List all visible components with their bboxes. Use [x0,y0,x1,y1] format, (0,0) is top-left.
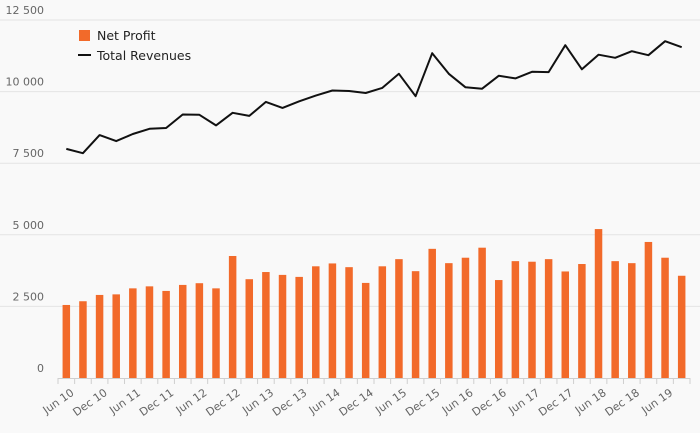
net-profit-bar [178,284,187,378]
legend-swatch-net-profit [79,30,90,41]
net-profit-bar [478,247,486,378]
net-profit-bar [162,290,170,378]
net-profit-bar [511,261,520,378]
net-profit-bar [628,263,636,378]
x-tick-label: Dec 17 [536,386,575,419]
x-tick-label: Dec 18 [603,386,642,419]
net-profit-bar [428,248,436,378]
x-tick-label: Jun 17 [505,386,542,417]
x-tick-label: Jun 19 [638,386,675,417]
net-profit-bar [461,257,470,378]
net-profit-bar [228,255,237,378]
y-tick-label: 12 500 [6,4,45,17]
net-profit-bar [328,263,337,378]
net-profit-bar [312,266,320,378]
net-profit-bar [112,294,120,378]
x-tick-label: Jun 12 [173,386,210,417]
net-profit-bar [212,288,220,378]
x-tick-label: Jun 11 [106,386,143,417]
y-tick-label: 7 500 [13,147,45,160]
legend-label-total-revenues: Total Revenues [96,48,191,63]
net-profit-bar [644,241,653,378]
total-revenues-line [66,40,683,155]
x-tick-label: Jun 14 [306,386,343,417]
y-tick-label: 10 000 [6,76,45,89]
net-profit-bars [62,229,686,378]
x-tick-label: Dec 15 [403,386,442,419]
y-tick-label: 5 000 [13,219,45,232]
x-tick-label: Jun 16 [439,386,476,417]
x-tick-label: Dec 12 [204,386,243,419]
net-profit-bar [395,259,403,378]
net-profit-bar [578,264,586,378]
x-tick-label: Jun 10 [40,386,77,417]
x-tick-label: Jun 15 [372,386,409,417]
net-profit-bar [145,286,154,378]
net-profit-bar [594,229,603,378]
net-profit-bar [295,276,303,378]
x-tick-label: Dec 11 [137,386,176,419]
net-profit-bar [195,283,204,378]
net-profit-bar [445,263,453,378]
net-profit-bar [345,267,353,378]
net-profit-bar [528,261,536,378]
net-profit-bar [661,257,669,378]
y-tick-label: 2 500 [13,290,45,303]
x-tick-label: Dec 13 [270,386,309,419]
net-profit-bar [245,279,254,378]
x-tick-label: Dec 10 [70,386,109,419]
net-profit-bar [411,271,420,378]
net-profit-bar [494,280,503,378]
net-profit-bar [129,288,137,378]
net-profit-bar [611,261,619,378]
x-tick-label: Dec 14 [337,386,376,419]
net-profit-bar [278,274,287,378]
y-tick-label: 0 [37,362,44,375]
net-profit-bar [95,294,104,378]
x-tick-label: Dec 16 [470,386,509,419]
legend: Net Profit Total Revenues [78,28,191,63]
net-profit-bar [79,301,87,378]
net-profit-bar [561,271,570,378]
x-tick-label: Jun 18 [572,386,609,417]
x-tick-label: Jun 13 [239,386,276,417]
net-profit-bar [378,266,387,378]
net-profit-bar [361,282,370,378]
y-axis-ticks: 0 2 500 5 000 7 500 10 000 12 500 [6,4,45,375]
net-profit-bar [62,304,71,378]
legend-label-net-profit: Net Profit [97,28,156,43]
net-profit-bar [677,275,686,378]
net-profit-bar [544,259,553,378]
net-profit-bar [262,272,270,378]
